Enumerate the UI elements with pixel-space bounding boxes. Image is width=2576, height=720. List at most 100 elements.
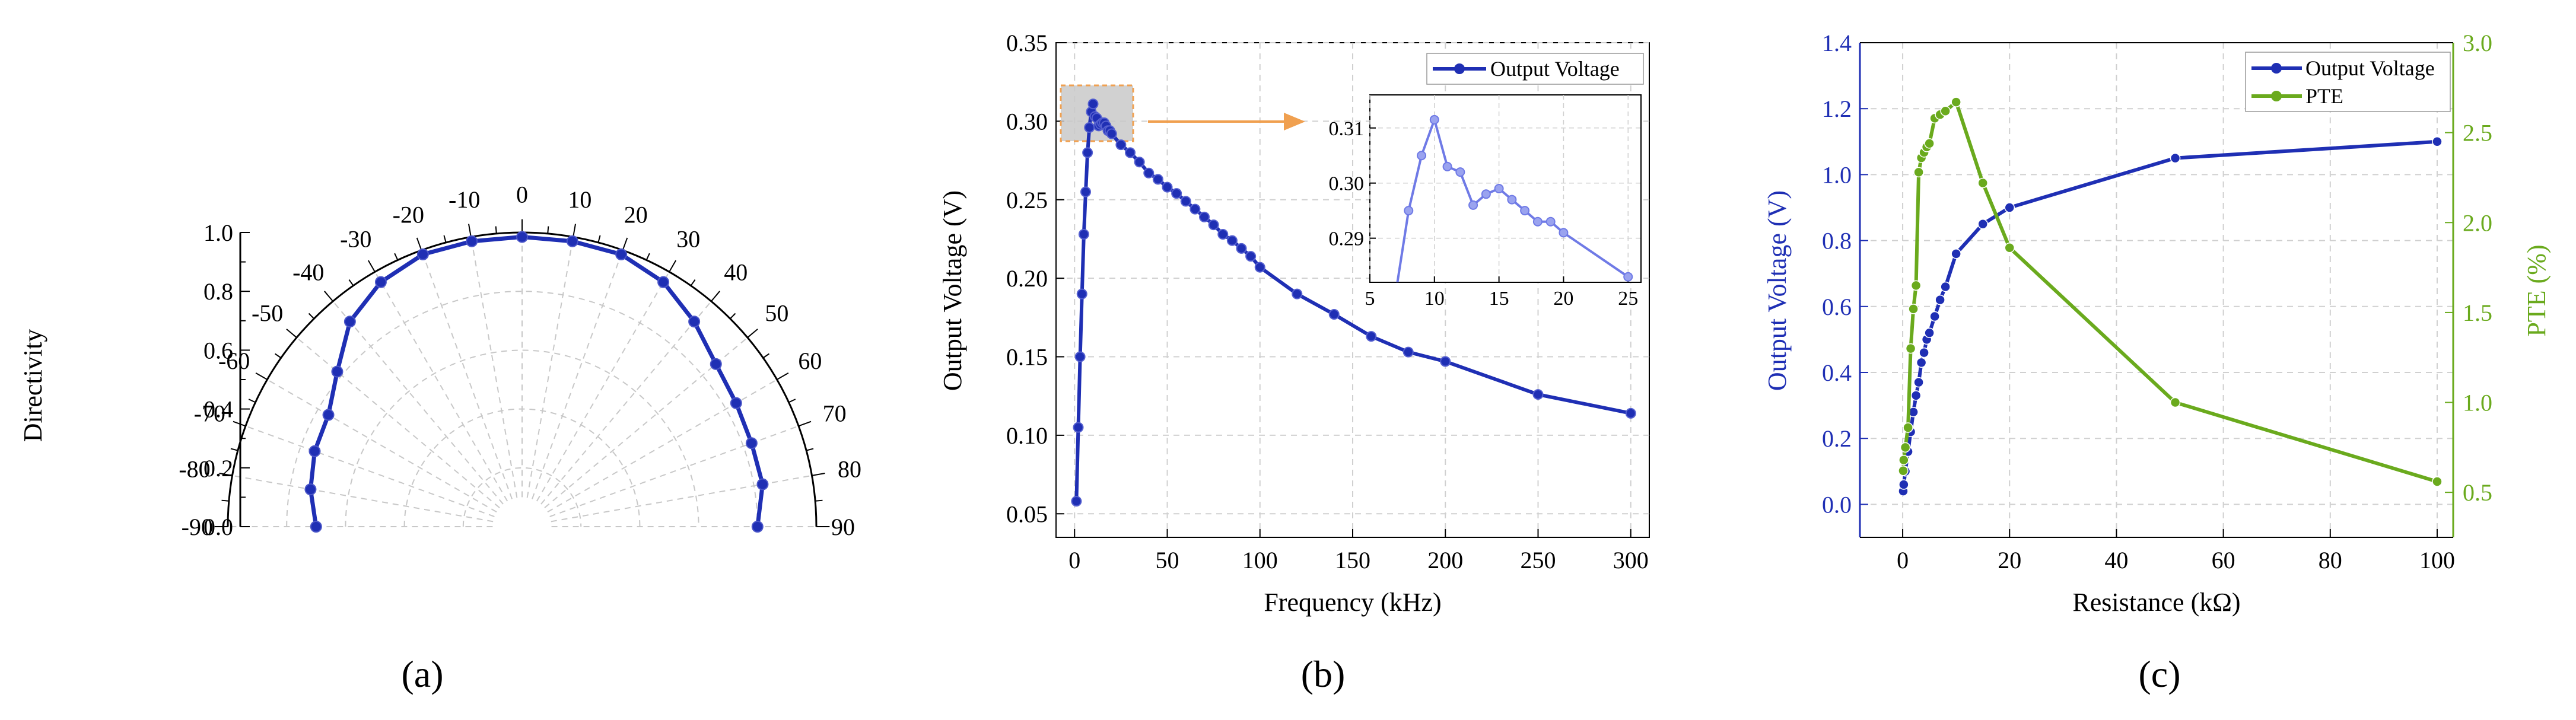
- grid-spoke: [470, 237, 518, 498]
- output-voltage-data-point: [1910, 390, 1922, 401]
- y-axis-label: Directivity: [18, 329, 47, 442]
- data-point: [1076, 288, 1087, 300]
- inset-data-point: [1507, 195, 1517, 205]
- grid-spoke: [421, 250, 513, 499]
- data-point: [1171, 188, 1182, 199]
- angle-tick-label: 20: [624, 201, 648, 228]
- output-voltage-data-point: [1913, 377, 1924, 388]
- right-y-tick-labels: 0.5 1.0 1.5 2.0 2.5 3.0: [2463, 30, 2492, 506]
- legend-output-voltage: Output Voltage: [2305, 56, 2435, 80]
- inset-x-tick-label: 25: [1618, 288, 1638, 310]
- angle-tick-mark: [416, 237, 422, 251]
- angle-tick-mark: [274, 353, 282, 359]
- angle-tick-mark: [573, 224, 576, 237]
- angle-tick-mark: [762, 353, 770, 359]
- angle-tick-label: -80: [179, 456, 210, 483]
- inset-x-tick-label: 5: [1365, 288, 1375, 310]
- x-axis-label: Resistance (kΩ): [2072, 588, 2240, 617]
- inset-y-tick-label: 0.29: [1329, 228, 1365, 250]
- radial-tick-label: 0.2: [203, 455, 233, 482]
- pte-data-point: [1940, 106, 1951, 116]
- pte-data-point: [1924, 138, 1935, 149]
- right-y-axis-label: PTE (%): [2522, 244, 2551, 336]
- grid-spoke: [232, 474, 494, 523]
- radial-tick-label: 0.8: [203, 278, 233, 305]
- angle-tick-label: -40: [292, 259, 324, 286]
- output-voltage-data-point: [2170, 152, 2181, 164]
- grid-spoke: [540, 301, 712, 505]
- x-tick-label: 250: [1521, 547, 1556, 574]
- data-point: [1115, 139, 1127, 151]
- grid-spoke: [296, 337, 500, 508]
- y-tick-label: 1.2: [1822, 95, 1852, 122]
- data-point: [1292, 288, 1303, 300]
- angle-tick-mark: [219, 473, 233, 476]
- angle-tick-mark: [495, 226, 497, 234]
- data-point: [416, 248, 429, 260]
- output-voltage-data-point: [1898, 479, 1909, 490]
- angle-tick-label: 10: [568, 186, 591, 213]
- y-axis-label: Output Voltage (V): [938, 190, 967, 391]
- pte-data-point: [1900, 442, 1911, 453]
- angle-tick-label: 50: [765, 300, 788, 327]
- radial-tick-labels: 0.0 0.2 0.4 0.6 0.8 1.0: [203, 219, 233, 540]
- data-point: [745, 437, 758, 450]
- y-tick-label: 0.15: [1006, 344, 1048, 371]
- data-point: [1403, 346, 1414, 358]
- angle-tick-label: 40: [724, 259, 748, 286]
- x-tick-label: 100: [1242, 547, 1278, 574]
- angle-tick-labels: -90 -80 -70 -60-50 -40 -30 -20 -10 0 10 20 30 40 50 60…: [179, 181, 861, 540]
- y-tick-label: 0.8: [1822, 228, 1852, 254]
- grid-spoke: [245, 425, 495, 517]
- inset-data-point: [1559, 228, 1569, 238]
- data-point: [1084, 122, 1095, 133]
- data-point: [1440, 356, 1451, 367]
- inset-data-point: [1520, 206, 1530, 216]
- data-point: [310, 521, 322, 533]
- polar-grid: [228, 232, 816, 527]
- data-point: [1087, 98, 1099, 110]
- data-point: [1082, 147, 1093, 158]
- inset-data-point: [1442, 161, 1452, 171]
- angle-tick-mark: [669, 260, 677, 272]
- radial-tick-label: 1.0: [203, 219, 233, 246]
- directivity-polar-chart: 0.0 0.2 0.4 0.6 0.8 1.0 -90 -80 -70 -60-50 -40 -30…: [18, 181, 861, 695]
- grid-spoke: [266, 379, 497, 513]
- y-tick-label: 0.30: [1006, 108, 1048, 135]
- y-tick-label: 0.05: [1006, 501, 1048, 527]
- data-point: [1217, 229, 1229, 240]
- data-point: [1162, 181, 1173, 193]
- data-point: [1078, 229, 1089, 240]
- output-voltage-data-point: [1919, 347, 1929, 358]
- data-point: [1236, 243, 1247, 254]
- angle-tick-mark: [788, 399, 796, 403]
- data-point: [1080, 186, 1091, 197]
- inset-data-point: [1545, 216, 1556, 227]
- y-tick-label: 0.4: [1822, 359, 1852, 386]
- angle-tick-label: 70: [823, 400, 847, 426]
- x-tick-label: 100: [2419, 547, 2455, 574]
- grid-spoke: [526, 237, 574, 498]
- inset-data-point: [1532, 216, 1543, 227]
- pte-data-point: [1977, 177, 1988, 189]
- angle-tick-mark: [443, 235, 447, 243]
- data-point: [1152, 174, 1163, 185]
- angle-tick-mark: [622, 237, 628, 251]
- data-point: [1143, 167, 1155, 179]
- output-voltage-data-point: [1924, 327, 1935, 339]
- angle-tick-mark: [806, 448, 814, 451]
- pte-data-point: [1910, 280, 1922, 291]
- x-tick-labels: 0 20 40 60 80 100: [1897, 547, 2455, 574]
- output-voltage-data-point: [1935, 294, 1945, 305]
- angle-tick-label: -10: [449, 186, 480, 213]
- right-y-tick-label: 2.0: [2463, 209, 2492, 236]
- angle-tick-label: 30: [676, 226, 700, 253]
- right-y-tick-label: 1.0: [2463, 390, 2492, 416]
- inset-frame: [1369, 94, 1642, 283]
- inset-data-point: [1392, 289, 1400, 298]
- data-point: [1625, 407, 1636, 419]
- pte-data-point: [1905, 343, 1916, 354]
- grid-circle: [345, 349, 699, 527]
- pte-data-point: [1951, 97, 1961, 107]
- y-tick-label: 0.20: [1006, 265, 1048, 292]
